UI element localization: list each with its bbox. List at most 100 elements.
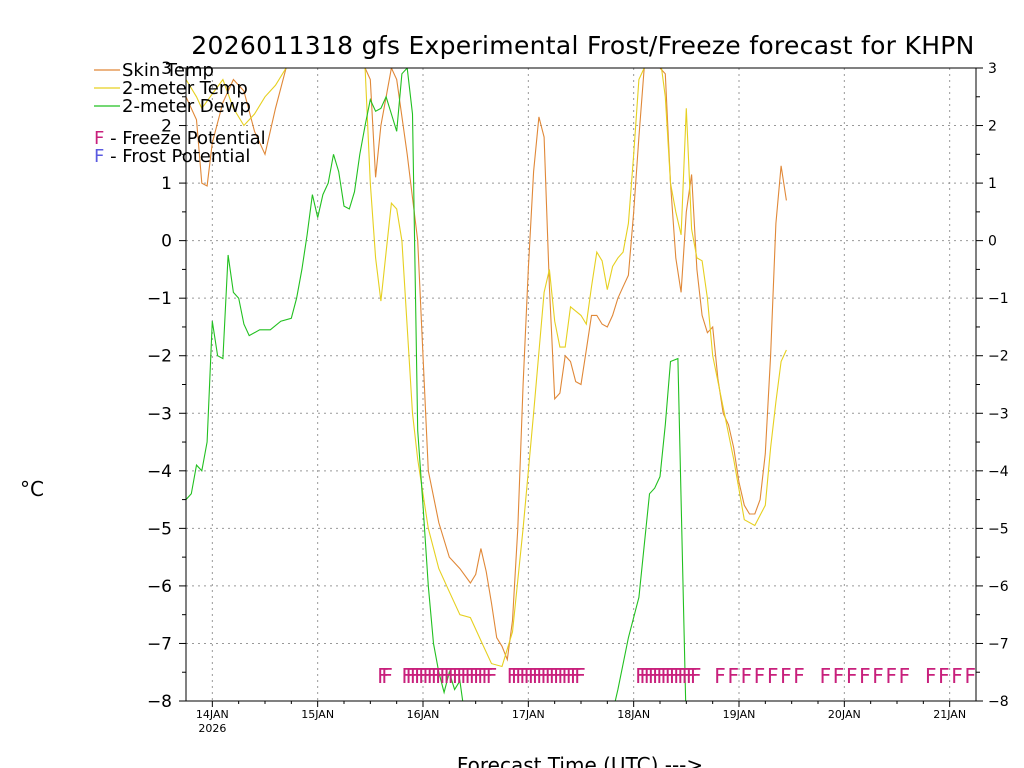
y-tick-label-right: 3 bbox=[988, 61, 997, 77]
x-axis-label: Forecast Time (UTC) ---> bbox=[457, 753, 703, 768]
freeze-flag: F bbox=[925, 664, 937, 688]
flag-legend-letter: F bbox=[94, 128, 104, 149]
freeze-flag: F bbox=[431, 664, 443, 688]
freeze-flag: F bbox=[690, 664, 702, 688]
y-tick-label-right: −1 bbox=[988, 291, 1009, 307]
y-tick-label: −8 bbox=[147, 692, 172, 712]
freeze-flag: F bbox=[820, 664, 832, 688]
y-tick-label-right: −5 bbox=[988, 521, 1009, 537]
freeze-flag: F bbox=[515, 664, 527, 688]
y-tick-label: −4 bbox=[147, 462, 172, 482]
flag-legend-entry: F - Freeze Potential bbox=[94, 128, 266, 149]
freeze-flag: F bbox=[423, 664, 435, 688]
freeze-flag: F bbox=[669, 664, 681, 688]
freeze-flag: F bbox=[524, 664, 536, 688]
freeze-flag: F bbox=[427, 664, 439, 688]
freeze-flag: F bbox=[767, 664, 779, 688]
y-axis-right: −8 −7 −6 −5 −4 −3 −2 −1 0 1 2 3 bbox=[976, 61, 1009, 710]
freeze-flag: F bbox=[964, 664, 976, 688]
freeze-flag: F bbox=[570, 664, 582, 688]
y-axis-label: °C bbox=[20, 477, 44, 501]
legend-label: 2-meter Temp bbox=[122, 78, 248, 99]
freeze-flag: F bbox=[519, 664, 531, 688]
y-tick-label: −3 bbox=[147, 404, 172, 424]
freeze-flag: F bbox=[714, 664, 726, 688]
freeze-flag: F bbox=[885, 664, 897, 688]
series-line-2-meter-temp bbox=[186, 68, 787, 668]
freeze-flag: F bbox=[673, 664, 685, 688]
chart-title: 2026011318 gfs Experimental Frost/Freeze… bbox=[191, 31, 974, 60]
freeze-flag: F bbox=[727, 664, 739, 688]
y-tick-label-right: 2 bbox=[988, 119, 997, 135]
x-tick-label: 14JAN bbox=[196, 708, 229, 721]
freeze-flag: F bbox=[661, 664, 673, 688]
freeze-flag: F bbox=[448, 664, 460, 688]
x-tick-label: 19JAN bbox=[723, 708, 756, 721]
freeze-flag: F bbox=[562, 664, 574, 688]
freeze-flag: F bbox=[469, 664, 481, 688]
y-tick-label-right: −3 bbox=[988, 406, 1009, 422]
freeze-flag: F bbox=[644, 664, 656, 688]
x-tick-label: 18JAN bbox=[617, 708, 650, 721]
x-tick-label: 15JAN bbox=[301, 708, 334, 721]
y-tick-label: −2 bbox=[147, 347, 172, 367]
freeze-flag: F bbox=[793, 664, 805, 688]
freeze-flag: F bbox=[406, 664, 418, 688]
x-tick-label: 16JAN bbox=[407, 708, 440, 721]
freeze-flag: F bbox=[414, 664, 426, 688]
series-lines bbox=[186, 68, 787, 701]
x-tick-label: 21JAN bbox=[933, 708, 966, 721]
series-line-skin-temp bbox=[186, 68, 787, 662]
flag-legend-text: - Freeze Potential bbox=[104, 128, 265, 149]
freeze-flag: F bbox=[741, 664, 753, 688]
freeze-flag: F bbox=[872, 664, 884, 688]
freeze-flag: F bbox=[652, 664, 664, 688]
freeze-flag: F bbox=[532, 664, 544, 688]
freeze-flag: F bbox=[951, 664, 963, 688]
y-tick-label-right: 0 bbox=[988, 234, 997, 250]
legend-label: Skin Temp bbox=[122, 60, 214, 81]
legend-label: 2-meter Dewp bbox=[122, 96, 251, 117]
freeze-flag: F bbox=[648, 664, 660, 688]
y-tick-label-right: −4 bbox=[988, 464, 1009, 480]
freeze-flag: F bbox=[754, 664, 766, 688]
freeze-flag: F bbox=[465, 664, 477, 688]
y-tick-label-right: 1 bbox=[988, 176, 997, 192]
freeze-flag: F bbox=[846, 664, 858, 688]
y-tick-label-right: −6 bbox=[988, 579, 1009, 595]
freeze-flag: F bbox=[452, 664, 464, 688]
freeze-flag: F bbox=[460, 664, 472, 688]
freeze-flag: F bbox=[377, 664, 389, 688]
x-tick-sublabel: 2026 bbox=[198, 722, 226, 735]
freeze-flag: F bbox=[665, 664, 677, 688]
freeze-flag: F bbox=[481, 664, 493, 688]
y-tick-label: 2 bbox=[161, 117, 172, 137]
freeze-flag: F bbox=[899, 664, 911, 688]
freeze-flag: F bbox=[507, 664, 519, 688]
freeze-flag: F bbox=[780, 664, 792, 688]
freeze-flag: F bbox=[435, 664, 447, 688]
freeze-flag: F bbox=[686, 664, 698, 688]
freeze-flag: F bbox=[511, 664, 523, 688]
x-tick-label: 17JAN bbox=[512, 708, 545, 721]
freeze-flag: F bbox=[545, 664, 557, 688]
freeze-flag: F bbox=[566, 664, 578, 688]
flag-legend-entry: F - Frost Potential bbox=[94, 146, 250, 167]
freeze-flag: F bbox=[574, 664, 586, 688]
series-line-2-meter-dewp bbox=[186, 68, 464, 701]
series-line-2-meter-dewp-cont bbox=[614, 357, 687, 701]
y-tick-label: 1 bbox=[161, 174, 172, 194]
freeze-flag: F bbox=[528, 664, 540, 688]
freeze-flag: F bbox=[381, 664, 393, 688]
freeze-flag: F bbox=[549, 664, 561, 688]
freeze-flag: F bbox=[859, 664, 871, 688]
x-tick-label: 20JAN bbox=[828, 708, 861, 721]
y-axis-left: −8 −7 −6 −5 −4 −3 −2 −1 0 1 2 3 bbox=[147, 59, 186, 712]
freeze-flag: F bbox=[473, 664, 485, 688]
flag-legend-text: - Frost Potential bbox=[104, 146, 250, 167]
